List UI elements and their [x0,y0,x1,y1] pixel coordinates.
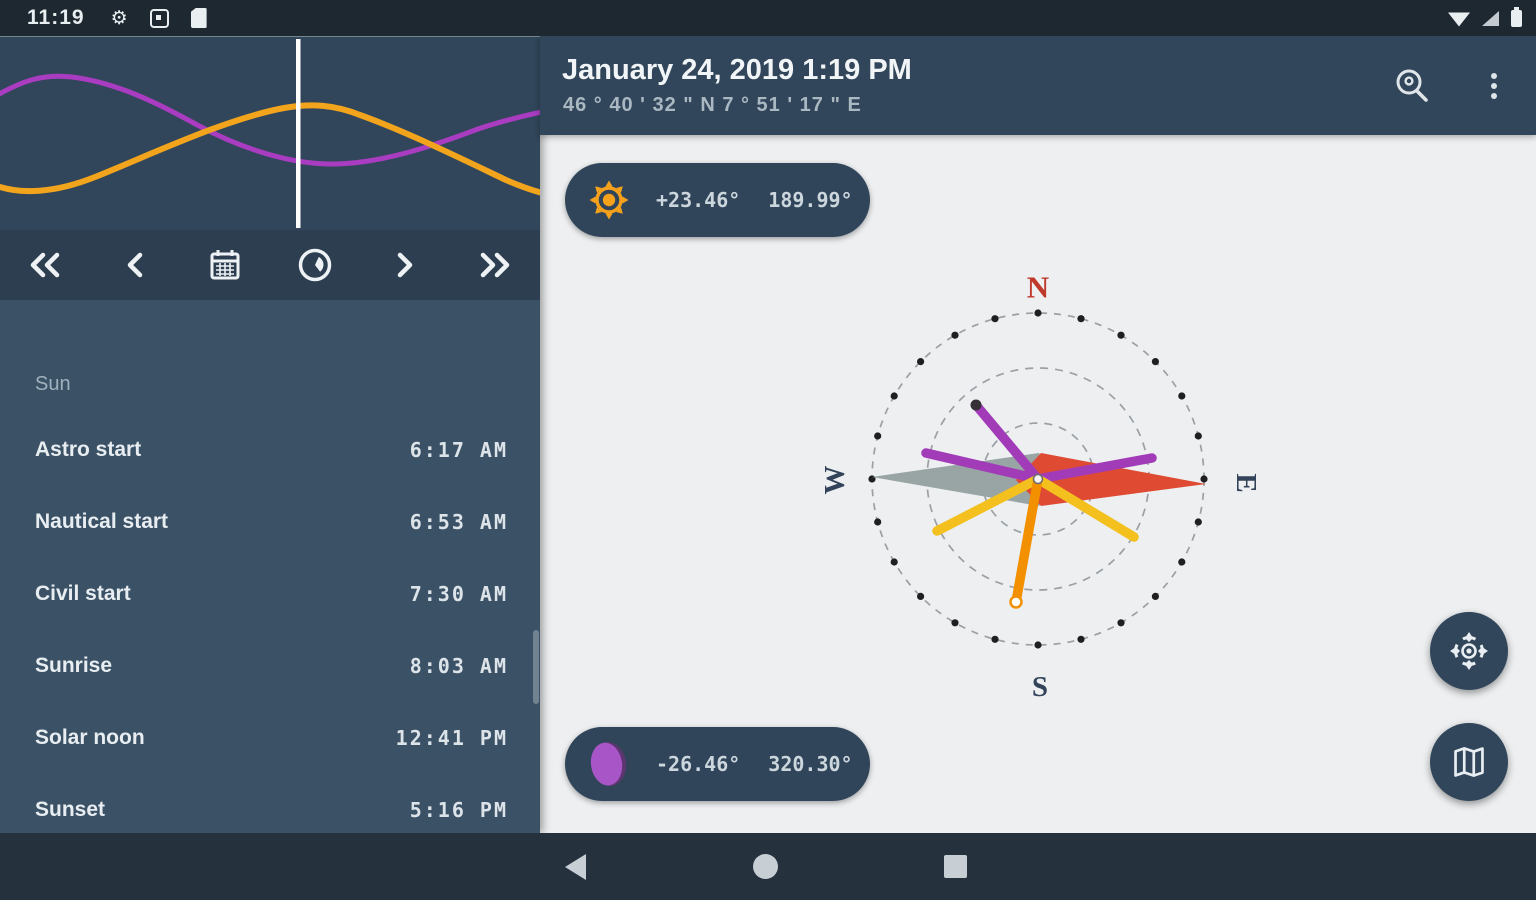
table-row: Sunset 5:16 PM [0,798,540,838]
moon-curve [0,73,547,167]
moon-azimuth-value: 320.30° [768,752,853,776]
sun-current-line [1011,474,1043,607]
time-navigation-toolbar [0,230,540,300]
moon-position-badge[interactable]: -26.46° 320.30° [565,727,870,801]
file-icon [190,8,207,28]
table-row: Astro start 6:17 AM [0,438,540,478]
battery-icon [1511,6,1522,27]
coordinates-text: 46 ° 40 ' 32 " N 7 ° 51 ' 17 " E [563,94,862,116]
compass-rose: N E S W [819,270,1262,704]
overflow-menu-button[interactable] [1470,62,1518,110]
page-title: January 24, 2019 1:19 PM [562,54,912,86]
android-nav-bar [0,833,1536,900]
section-title: Sun [35,373,71,395]
compass-label-west: W [819,466,851,495]
event-time: 7:30 AM [409,582,508,606]
previous-button[interactable] [107,237,163,293]
clock-text: 11:19 [27,6,85,29]
sun-azimuth-value: 189.99° [768,188,853,212]
moon-icon [586,739,632,789]
event-label: Sunset [35,798,106,821]
clock-icon-button[interactable] [287,237,343,293]
list-scrollbar[interactable] [533,630,539,704]
event-label: Sunrise [35,654,113,677]
event-time: 12:41 PM [395,726,508,750]
back-icon [564,853,586,880]
recents-button[interactable] [935,847,975,887]
calendar-icon-button[interactable] [197,237,253,293]
screenshot-icon [149,8,169,28]
search-location-button[interactable] [1388,62,1436,110]
sun-event-lines [932,474,1139,542]
recents-icon [943,855,967,878]
gear-icon: ⚙ [110,7,128,29]
sun-curve [0,102,547,197]
moonset-line [921,448,1043,484]
map-icon [1454,747,1484,777]
compass-calibration-button[interactable] [1430,612,1508,690]
compass-label-south: S [1032,671,1048,703]
compass-calibration-icon [1450,632,1488,670]
elevation-chart-svg [0,39,547,228]
event-label: Astro start [35,438,142,461]
moon-position-marker [970,399,982,411]
event-label: Civil start [35,582,131,605]
home-button[interactable] [745,847,785,887]
sun-elevation-value: +23.46° [656,188,741,212]
azimuth-tick-dots [868,309,1208,649]
sunset-line [932,474,1043,536]
fast-rewind-button[interactable] [17,237,73,293]
header: January 24, 2019 1:19 PM 46 ° 40 ' 32 " … [540,36,1536,135]
main-content: N E S W +23.46° 189.99° [540,135,1536,833]
event-time: 6:53 AM [409,510,508,534]
map-button[interactable] [1430,723,1508,801]
event-time: 8:03 AM [409,654,508,678]
wifi-icon [1448,12,1470,27]
sun-position-marker [1009,595,1023,609]
left-panel: Sun Astro start 6:17 AM Nautical start 6… [0,36,547,833]
table-row: Nautical start 6:53 AM [0,510,540,550]
table-row: Sunrise 8:03 AM [0,654,540,694]
next-button[interactable] [377,237,433,293]
elevation-chart[interactable] [0,36,547,230]
back-button[interactable] [555,847,595,887]
fast-forward-button[interactable] [467,237,523,293]
sun-position-badge[interactable]: +23.46° 189.99° [565,163,870,237]
event-time: 5:16 PM [409,798,508,822]
current-time-marker[interactable] [296,39,301,228]
moon-current-line [971,400,1043,484]
moon-lines [921,400,1157,484]
moon-elevation-value: -26.46° [656,752,741,776]
compass-label-north: N [1027,270,1049,305]
event-label: Nautical start [35,510,169,533]
sun-icon [586,175,632,225]
cell-signal-icon [1482,10,1499,26]
compass-label-east: E [1230,473,1262,492]
sunrise-line [1033,474,1139,542]
moonrise-line [1033,453,1157,484]
event-time: 6:17 AM [409,438,508,462]
table-row: Civil start 7:30 AM [0,582,540,622]
event-label: Solar noon [35,726,145,749]
table-row: Solar noon 12:41 PM [0,726,540,766]
sun-events-table: Sun Astro start 6:17 AM Nautical start 6… [0,300,540,833]
status-bar: 11:19 ⚙ [0,0,1536,36]
home-icon [752,854,778,879]
needle-pivot [1032,473,1044,485]
